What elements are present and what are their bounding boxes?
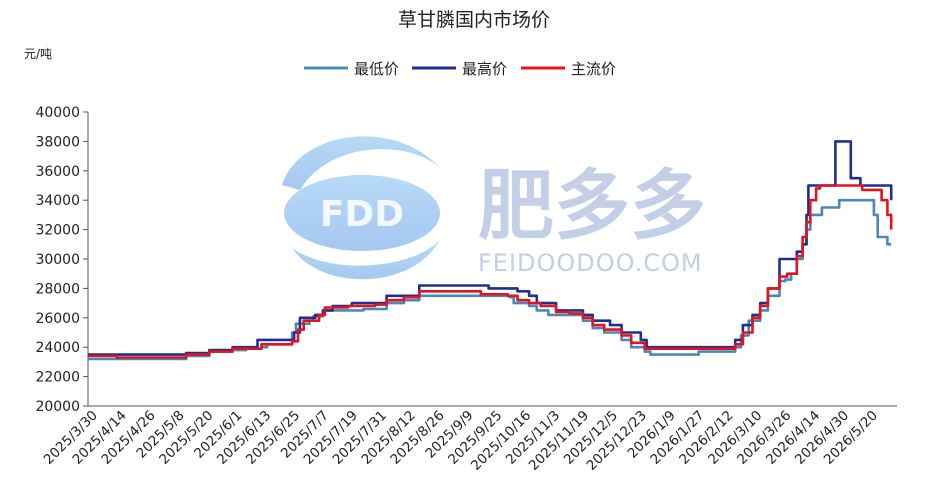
series-line-3 (88, 184, 893, 359)
y-unit-label: 元/吨 (24, 47, 52, 61)
y-tick-label: 30000 (35, 252, 80, 268)
y-tick-label: 26000 (35, 311, 80, 327)
y-tick-label: 32000 (35, 223, 80, 239)
y-tick-label: 40000 (35, 105, 80, 121)
y-tick-label: 24000 (35, 340, 80, 356)
watermark-logo-text: FDD (320, 194, 404, 235)
y-tick-label: 28000 (35, 281, 80, 297)
chart-title: 草甘膦国内市场价 (398, 9, 550, 31)
legend-label-1: 最低价 (354, 60, 399, 78)
y-tick-label: 34000 (35, 193, 80, 209)
watermark: FDD 肥多多 FEIDOODOO.COM (282, 136, 706, 280)
y-tick-label: 20000 (35, 399, 80, 415)
legend-label-2: 最高价 (462, 60, 507, 78)
watermark-name-en: FEIDOODOO.COM (478, 249, 703, 277)
y-tick-label: 22000 (35, 370, 80, 386)
y-tick-label: 38000 (35, 134, 80, 150)
watermark-name-cn: 肥多多 (478, 161, 706, 250)
y-tick-label: 36000 (35, 164, 80, 180)
legend-label-3: 主流价 (571, 60, 616, 78)
series-group (88, 140, 893, 361)
legend: 最低价 最高价 主流价 (304, 60, 616, 78)
watermark-logo-icon (282, 136, 440, 280)
